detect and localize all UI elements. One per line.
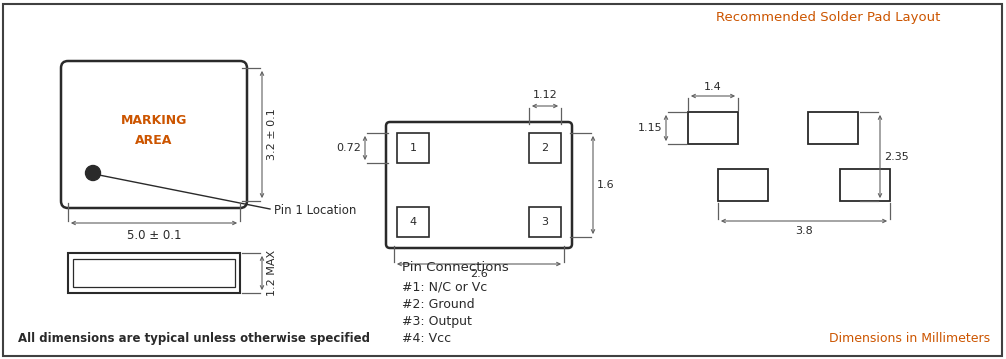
Bar (529, 133, 561, 163)
Text: MARKING: MARKING (121, 114, 187, 127)
Text: Recommended Solder Pad Layout: Recommended Solder Pad Layout (716, 11, 941, 24)
Circle shape (86, 165, 101, 181)
Text: Pin 1 Location: Pin 1 Location (274, 205, 356, 218)
Bar (718, 169, 768, 201)
Text: #1: N/C or Vc: #1: N/C or Vc (402, 281, 487, 294)
Bar (73, 259, 235, 287)
Text: 1.4: 1.4 (704, 82, 722, 92)
Text: All dimensions are typical unless otherwise specified: All dimensions are typical unless otherw… (18, 332, 370, 345)
Text: 0.72: 0.72 (336, 143, 361, 153)
Text: 1.2 MAX: 1.2 MAX (267, 250, 277, 296)
Text: 3: 3 (541, 217, 548, 227)
Bar (688, 112, 738, 144)
Text: #4: Vcc: #4: Vcc (402, 332, 451, 345)
FancyBboxPatch shape (386, 122, 572, 248)
Text: 1: 1 (409, 143, 416, 153)
FancyBboxPatch shape (61, 61, 247, 208)
Bar (529, 207, 561, 237)
Text: 2.35: 2.35 (884, 151, 908, 162)
Text: 1.12: 1.12 (532, 90, 557, 100)
Text: 3.2 ± 0.1: 3.2 ± 0.1 (267, 109, 277, 160)
Text: #2: Ground: #2: Ground (402, 298, 475, 311)
Text: Dimensions in Millimeters: Dimensions in Millimeters (829, 332, 990, 345)
Text: AREA: AREA (136, 134, 173, 147)
Bar (808, 112, 858, 144)
Text: 3.8: 3.8 (795, 226, 813, 236)
Text: 2.6: 2.6 (470, 269, 488, 279)
Bar (397, 207, 429, 237)
Text: 1.6: 1.6 (597, 180, 615, 190)
Text: 4: 4 (409, 217, 416, 227)
Bar (68, 253, 240, 293)
Text: Pin Connections: Pin Connections (402, 261, 509, 274)
Text: 5.0 ± 0.1: 5.0 ± 0.1 (127, 229, 181, 242)
Text: 1.15: 1.15 (638, 123, 662, 133)
Text: 2: 2 (541, 143, 548, 153)
Text: #3: Output: #3: Output (402, 315, 472, 328)
Bar (397, 133, 429, 163)
Bar (840, 169, 890, 201)
